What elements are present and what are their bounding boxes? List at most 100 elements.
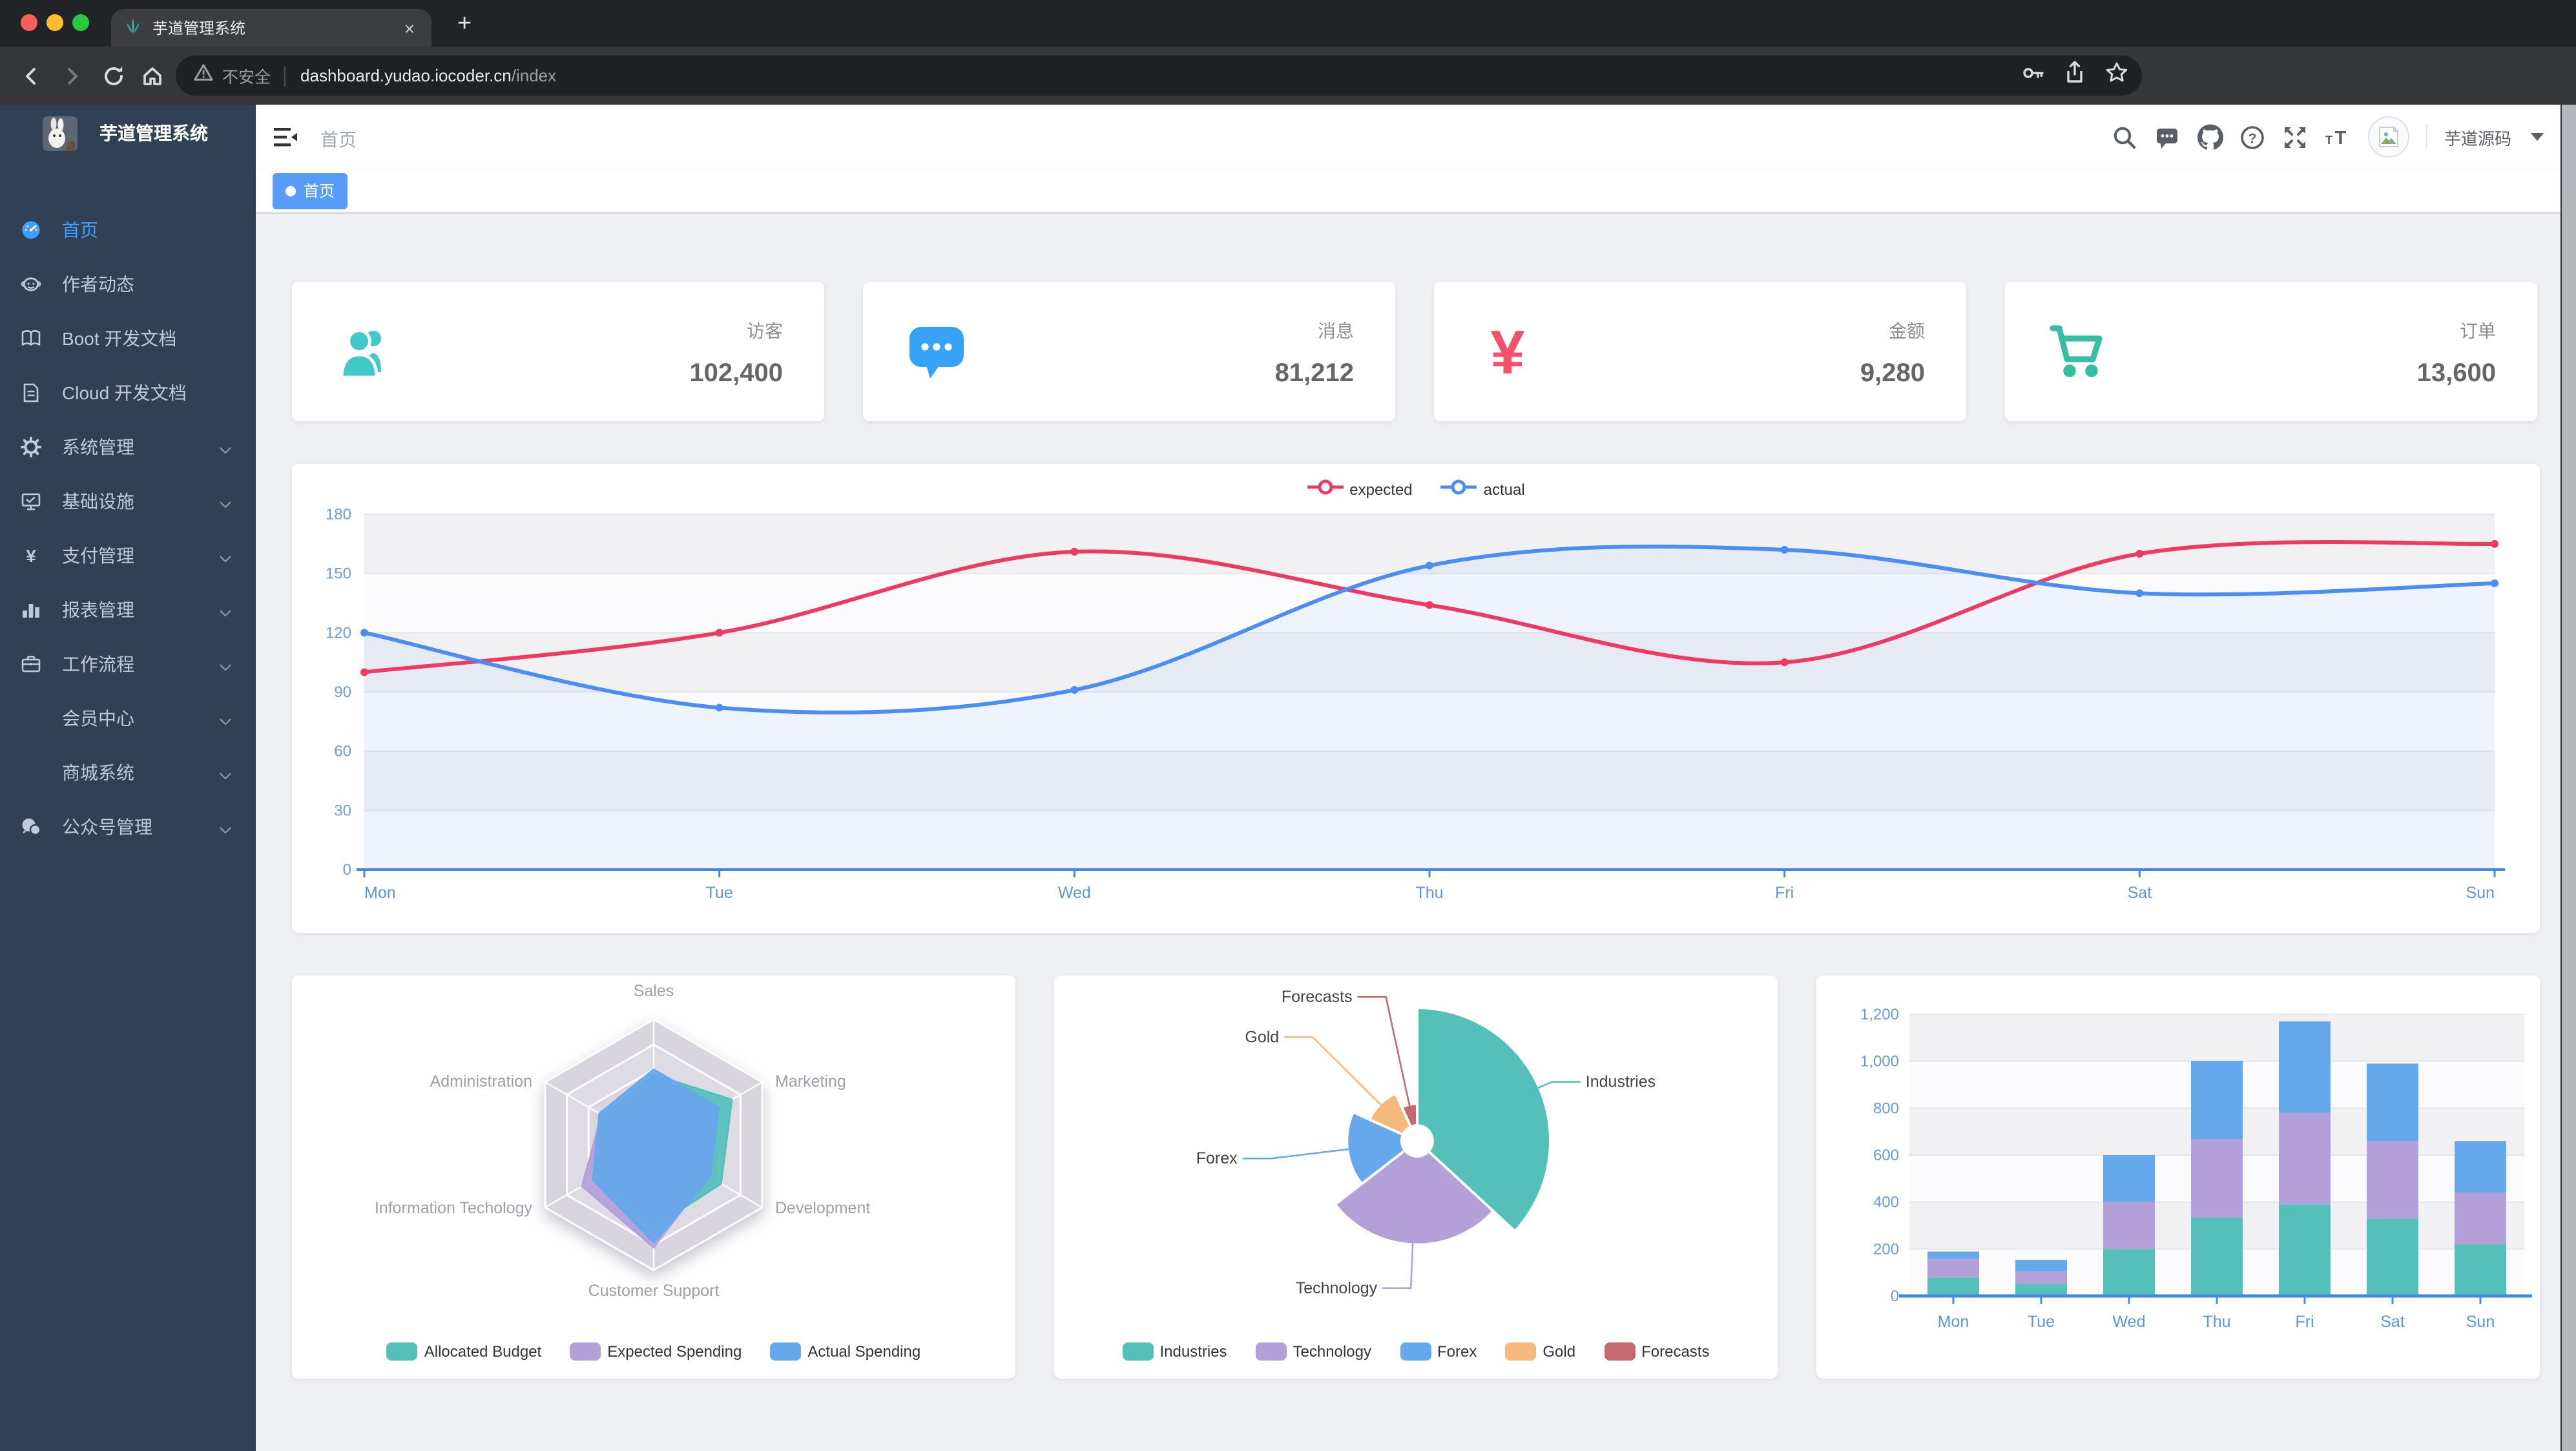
browser-tab[interactable]: 芋道管理系统 × — [111, 9, 431, 47]
people-icon — [21, 274, 41, 295]
logo-avatar — [43, 116, 78, 151]
x-tick-label: Thu — [2203, 1313, 2230, 1331]
pie-chart-card: Industries Technology Forex Gold Forecasts I… — [1054, 976, 1778, 1379]
username[interactable]: 芋道源码 — [2444, 129, 2511, 148]
monitor-icon — [21, 491, 41, 512]
legend-label: expected — [1349, 480, 1413, 498]
legend-item[interactable]: Expected Spending — [570, 1342, 742, 1361]
sidebar-item[interactable]: 商城系统 — [0, 746, 256, 800]
sidebar-item-label: Boot 开发文档 — [62, 328, 177, 349]
bar-chart: 0 200 400 600 800 1,000 1,200 Mon Tue Wed Thu Fri Sa… — [1860, 1006, 2532, 1331]
stat-label: 消息 — [1318, 320, 1354, 341]
sidebar-logo[interactable]: 芋道管理系统 — [0, 105, 256, 162]
github-icon[interactable] — [2197, 124, 2223, 150]
page-scrollbar[interactable] — [2560, 105, 2576, 1451]
forward-icon[interactable] — [57, 61, 88, 92]
legend-item[interactable]: Forex — [1400, 1342, 1477, 1361]
chevron-down-icon — [218, 603, 233, 618]
sidebar-item[interactable]: ¥ 支付管理 — [0, 528, 256, 583]
sidebar-item[interactable]: 工作流程 — [0, 637, 256, 691]
window-close-button[interactable] — [21, 14, 37, 31]
x-tick-label: Fri — [2295, 1313, 2314, 1331]
svg-text:150: 150 — [326, 565, 351, 583]
x-tick-label: Wed — [1058, 884, 1091, 902]
sidebar-item-label: 系统管理 — [62, 437, 134, 457]
sidebar-item[interactable]: Cloud 开发文档 — [0, 366, 256, 420]
x-tick-label: Sat — [2128, 884, 2152, 902]
pie-slice-label: Industries — [1586, 1073, 1656, 1091]
svg-text:T: T — [2325, 133, 2332, 146]
home-icon[interactable] — [137, 61, 168, 92]
fullscreen-icon[interactable] — [2283, 124, 2309, 150]
chevron-down-icon — [218, 712, 233, 726]
stat-meta: 访客 102,400 — [689, 318, 783, 389]
window-minimize-button[interactable] — [47, 14, 63, 31]
stat-card[interactable]: 订单 13,600 — [2005, 282, 2537, 421]
legend-label: Technology — [1293, 1342, 1371, 1361]
legend-item[interactable]: expected — [1307, 479, 1413, 499]
tab-close-icon[interactable]: × — [404, 17, 415, 38]
message-icon[interactable] — [2155, 124, 2181, 150]
address-bar[interactable]: 不安全 dashboard.yudao.iocoder.cn/index — [176, 56, 2142, 96]
x-tick-label: Sun — [2466, 884, 2495, 902]
stat-card[interactable]: 访客 102,400 — [292, 282, 824, 421]
sidebar-item[interactable]: 系统管理 — [0, 420, 256, 474]
stat-card[interactable]: 消息 81,212 — [863, 282, 1395, 421]
svg-text:1,200: 1,200 — [1860, 1006, 1899, 1023]
legend-item[interactable]: Gold — [1505, 1342, 1575, 1361]
svg-text:400: 400 — [1873, 1194, 1899, 1211]
sidebar-item[interactable]: 公众号管理 — [0, 800, 256, 854]
reload-icon[interactable] — [98, 61, 129, 92]
pie-slice-label: Forecasts — [1282, 988, 1353, 1006]
tag-label: 首页 — [304, 182, 335, 200]
stat-value: 13,600 — [2416, 359, 2496, 388]
sidebar-item[interactable]: 基础设施 — [0, 474, 256, 528]
legend-swatch-icon — [1122, 1342, 1154, 1361]
sidebar-item-label: 作者动态 — [62, 274, 134, 295]
bookmark-star-icon[interactable] — [2104, 60, 2129, 91]
stat-value: 9,280 — [1860, 359, 1925, 388]
hamburger-icon[interactable] — [273, 124, 298, 150]
not-secure-warning-icon — [194, 63, 213, 88]
x-tick-label: Thu — [1415, 884, 1443, 902]
legend-item[interactable]: Actual Spending — [770, 1342, 920, 1361]
stat-meta: 订单 13,600 — [2417, 318, 2496, 389]
breadcrumb[interactable]: 首页 — [320, 129, 357, 150]
legend-item[interactable]: Allocated Budget — [386, 1342, 541, 1361]
x-tick-label: Sat — [2380, 1313, 2405, 1331]
url-path: /index — [511, 66, 557, 85]
window-zoom-button[interactable] — [72, 14, 89, 31]
sidebar-item[interactable]: 作者动态 — [0, 257, 256, 311]
stat-label: 订单 — [2460, 320, 2496, 341]
line-chart: 0 30 60 90 120 150 180 Mon Tue Wed Thu Fri Sat Sun — [326, 506, 2505, 902]
radar-axis-label: Development — [775, 1199, 870, 1217]
back-icon[interactable] — [16, 61, 47, 92]
search-icon[interactable] — [2112, 124, 2138, 150]
sidebar-item[interactable]: 报表管理 — [0, 583, 256, 637]
new-tab-button[interactable]: + — [457, 10, 472, 37]
stat-label: 访客 — [747, 320, 783, 341]
svg-text:1,000: 1,000 — [1860, 1053, 1899, 1070]
sidebar-item[interactable]: 首页 — [0, 203, 256, 257]
password-key-icon[interactable] — [2020, 60, 2045, 91]
radar-axis-label: Sales — [634, 982, 674, 1000]
legend-item[interactable]: Technology — [1255, 1342, 1371, 1361]
legend-item[interactable]: Industries — [1122, 1342, 1227, 1361]
pie-chart-legend: Industries Technology Forex Gold Forecasts — [1054, 1342, 1778, 1361]
dashboard-icon — [21, 220, 41, 240]
bar-chart-icon — [21, 600, 41, 620]
url-divider — [284, 65, 286, 86]
legend-item[interactable]: Forecasts — [1604, 1342, 1709, 1361]
chevron-down-icon — [218, 549, 233, 563]
view-tag[interactable]: 首页 — [273, 172, 348, 209]
sidebar-item[interactable]: Boot 开发文档 — [0, 311, 256, 366]
stat-card[interactable]: ¥ 金额 9,280 — [1434, 282, 1966, 421]
legend-item[interactable]: actual — [1440, 479, 1525, 499]
sidebar-item[interactable]: 会员中心 — [0, 691, 256, 746]
share-icon[interactable] — [2063, 61, 2086, 90]
chevron-down-icon[interactable] — [2531, 133, 2544, 141]
help-icon[interactable]: ? — [2240, 124, 2266, 150]
avatar[interactable] — [2367, 116, 2409, 158]
